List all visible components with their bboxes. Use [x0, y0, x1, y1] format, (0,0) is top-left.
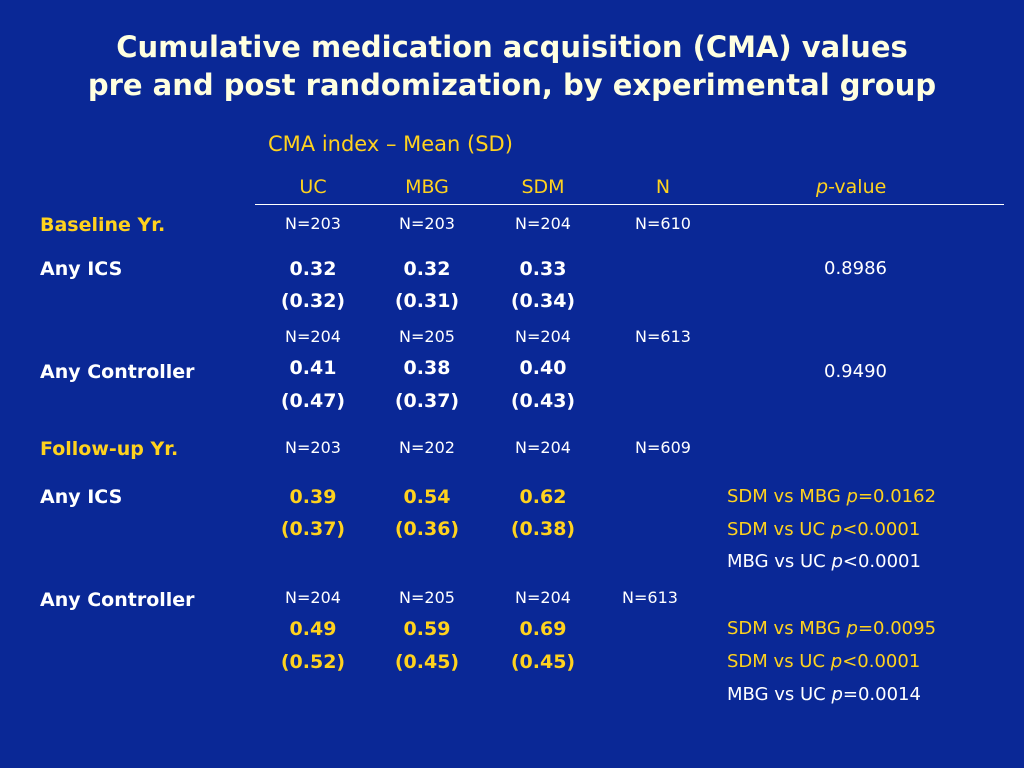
mean-cell: 0.69	[519, 618, 567, 640]
sd-cell: (0.38)	[510, 518, 576, 540]
n-cell: N=609	[635, 438, 691, 457]
pvalue-comparison: SDM vs MBG p=0.0162	[727, 486, 937, 507]
table-subtitle: CMA index – Mean (SD)	[268, 132, 513, 156]
pvalue-comparison: MBG vs UC p=0.0014	[727, 684, 921, 705]
sd-cell: (0.45)	[394, 651, 460, 673]
mean-cell: 0.32	[289, 258, 337, 280]
col-header-pvalue: p-value	[816, 176, 887, 198]
pvalue-comparison: SDM vs UC p<0.0001	[727, 519, 921, 540]
n-cell: N=204	[515, 214, 571, 233]
mean-cell: 0.39	[289, 486, 337, 508]
sd-cell: (0.34)	[510, 290, 576, 312]
sd-cell: (0.32)	[280, 290, 346, 312]
n-cell: N=610	[635, 214, 691, 233]
mean-cell: 0.41	[289, 357, 337, 379]
section-label-baseline: Baseline Yr.	[40, 214, 166, 236]
slide-title-line1: Cumulative medication acquisition (CMA) …	[116, 30, 908, 64]
n-cell: N=613	[635, 327, 691, 346]
sd-cell: (0.37)	[280, 518, 346, 540]
mean-cell: 0.33	[519, 258, 567, 280]
n-cell: N=202	[399, 438, 455, 457]
n-cell: N=204	[515, 438, 571, 457]
sd-cell: (0.36)	[394, 518, 460, 540]
col-header-sdm: SDM	[521, 176, 565, 198]
n-cell: N=203	[285, 214, 341, 233]
n-cell: N=203	[399, 214, 455, 233]
n-cell: N=204	[285, 588, 341, 607]
n-cell: N=204	[285, 327, 341, 346]
col-header-mbg: MBG	[405, 176, 449, 198]
n-cell: N=205	[399, 588, 455, 607]
pvalue-cell: 0.8986	[824, 258, 887, 279]
sd-cell: (0.45)	[510, 651, 576, 673]
header-rule	[255, 204, 1004, 205]
sd-cell: (0.47)	[280, 390, 346, 412]
mean-cell: 0.38	[403, 357, 451, 379]
row-label-controller: Any Controller	[40, 589, 195, 611]
sd-cell: (0.31)	[394, 290, 460, 312]
pvalue-cell: 0.9490	[824, 361, 887, 382]
sd-cell: (0.43)	[510, 390, 576, 412]
pvalue-comparison: SDM vs MBG p=0.0095	[727, 618, 937, 639]
col-header-uc: UC	[299, 176, 327, 198]
mean-cell: 0.62	[519, 486, 567, 508]
sd-cell: (0.37)	[394, 390, 460, 412]
mean-cell: 0.32	[403, 258, 451, 280]
pvalue-comparison: SDM vs UC p<0.0001	[727, 651, 921, 672]
slide-title-line2: pre and post randomization, by experimen…	[87, 68, 937, 102]
row-label-ics: Any ICS	[40, 486, 123, 508]
n-cell: N=204	[515, 327, 571, 346]
sd-cell: (0.52)	[280, 651, 346, 673]
row-label-controller: Any Controller	[40, 361, 195, 383]
n-cell: N=204	[515, 588, 571, 607]
pvalue-comparison: MBG vs UC p<0.0001	[727, 551, 921, 572]
n-cell: N=203	[285, 438, 341, 457]
n-cell: N=613	[622, 588, 678, 607]
col-header-n: N	[655, 176, 671, 198]
mean-cell: 0.59	[403, 618, 451, 640]
row-label-ics: Any ICS	[40, 258, 123, 280]
mean-cell: 0.49	[289, 618, 337, 640]
n-cell: N=205	[399, 327, 455, 346]
section-label-followup: Follow-up Yr.	[40, 438, 179, 460]
mean-cell: 0.40	[519, 357, 567, 379]
mean-cell: 0.54	[403, 486, 451, 508]
